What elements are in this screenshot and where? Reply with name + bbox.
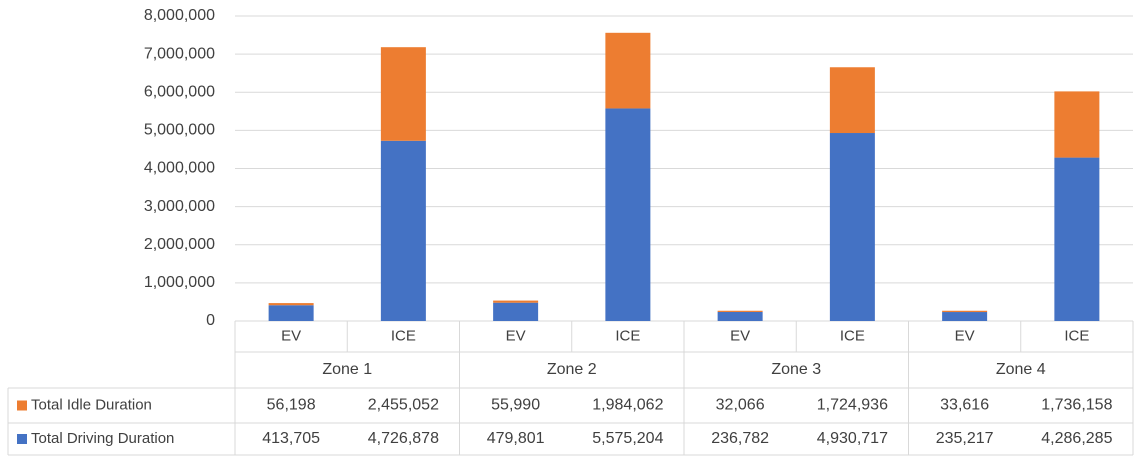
y-tick-label: 8,000,000 — [144, 7, 215, 24]
bar-segment — [1054, 157, 1100, 321]
table-value: 32,066 — [716, 397, 765, 414]
group-label: Zone 2 — [547, 361, 597, 378]
legend-label: Total Idle Duration — [31, 396, 152, 413]
bar-segment — [605, 108, 651, 322]
y-tick-label: 3,000,000 — [144, 198, 215, 215]
x-tick-label: ICE — [615, 327, 640, 344]
x-tick-label: ICE — [840, 327, 865, 344]
table-value: 55,990 — [491, 397, 540, 414]
bar-segment — [942, 310, 988, 313]
bar-segment — [717, 311, 763, 321]
bar-segment — [717, 310, 763, 312]
y-tick-label: 7,000,000 — [144, 45, 215, 62]
bar-segment — [268, 303, 314, 306]
table-value: 56,198 — [267, 397, 316, 414]
y-tick-label: 4,000,000 — [144, 160, 215, 177]
table-value: 235,217 — [936, 430, 994, 447]
table-value: 4,286,285 — [1041, 430, 1112, 447]
table-value: 1,736,158 — [1041, 397, 1112, 414]
bar-segment — [268, 305, 314, 321]
bar-segment — [605, 32, 651, 109]
table-value: 4,726,878 — [368, 430, 439, 447]
group-label: Zone 4 — [996, 361, 1046, 378]
table-value: 33,616 — [940, 397, 989, 414]
table-value: 4,930,717 — [817, 430, 888, 447]
bar-segment — [829, 67, 875, 134]
table-value: 1,724,936 — [817, 397, 888, 414]
bar-segment — [493, 302, 539, 321]
y-tick-label: 2,000,000 — [144, 236, 215, 253]
group-label: Zone 1 — [322, 361, 372, 378]
x-tick-label: EV — [955, 327, 975, 344]
group-label: Zone 3 — [771, 361, 821, 378]
table-value: 236,782 — [711, 430, 769, 447]
bar-segment — [493, 300, 539, 303]
bar-segment — [1054, 91, 1100, 158]
x-tick-label: ICE — [1064, 327, 1089, 344]
table-value: 2,455,052 — [368, 397, 439, 414]
x-tick-label: EV — [730, 327, 750, 344]
y-tick-label: 5,000,000 — [144, 122, 215, 139]
x-tick-label: ICE — [391, 327, 416, 344]
table-value: 1,984,062 — [592, 397, 663, 414]
table-value: 479,801 — [487, 430, 545, 447]
legend-swatch — [17, 434, 27, 444]
y-tick-label: 1,000,000 — [144, 274, 215, 291]
bar-segment — [380, 47, 426, 141]
y-tick-label: 0 — [206, 312, 215, 329]
table-value: 413,705 — [262, 430, 320, 447]
table-value: 5,575,204 — [592, 430, 663, 447]
bar-segment — [829, 133, 875, 321]
legend-swatch — [17, 400, 27, 411]
x-tick-label: EV — [506, 327, 526, 344]
y-tick-label: 6,000,000 — [144, 83, 215, 100]
bar-segment — [942, 312, 988, 321]
legend-label: Total Driving Duration — [31, 430, 174, 447]
x-tick-label: EV — [281, 327, 301, 344]
bar-segment — [380, 140, 426, 321]
